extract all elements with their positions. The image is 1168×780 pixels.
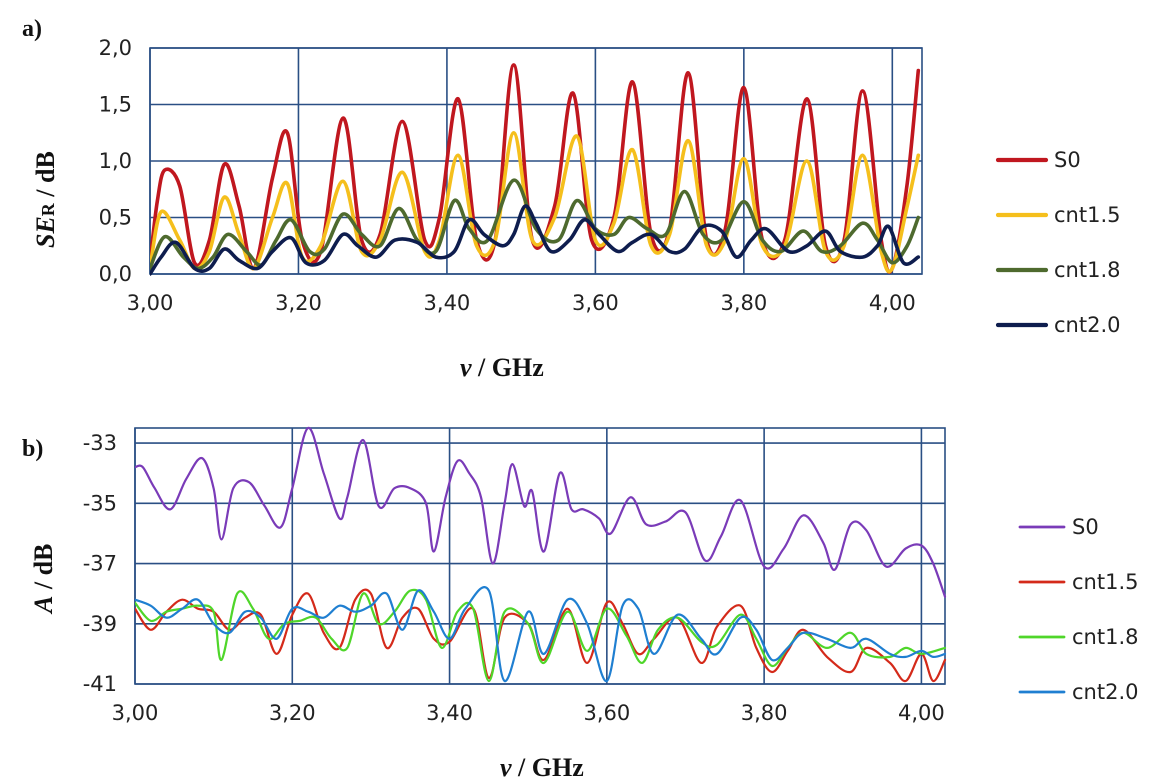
x-tick-label: 4,00: [869, 291, 916, 315]
y-tick-label: -35: [83, 491, 117, 515]
legend-label: S0: [1072, 515, 1099, 539]
series-line-cnt1-8: [135, 588, 947, 683]
panel-b-grid: [134, 427, 946, 685]
y-tick-label: 0,5: [99, 206, 132, 230]
panel-b-y-axis-var: A: [29, 596, 58, 615]
legend-label: cnt1.5: [1054, 203, 1121, 227]
y-tick-label: 2,0: [99, 36, 132, 60]
legend-label: cnt2.0: [1072, 680, 1139, 704]
panel-b-y-axis-title: A / dB: [29, 544, 58, 615]
legend-label: cnt1.8: [1054, 258, 1121, 282]
legend-label: cnt1.5: [1072, 570, 1139, 594]
legend-label: cnt1.8: [1072, 625, 1139, 649]
panel-a-y-axis-sub: R: [38, 202, 58, 216]
x-tick-label: 3,40: [426, 701, 473, 725]
y-tick-label: -39: [83, 612, 117, 636]
y-tick-label: 0,0: [99, 262, 132, 286]
x-tick-label: 4,00: [898, 701, 945, 725]
panel-b-x-axis-unit: / GHz: [512, 753, 584, 780]
y-tick-label: -37: [83, 552, 117, 576]
y-tick-label: -33: [83, 431, 117, 455]
panel-b: b) -41 -39 -37 -35 -33 3,00 3,20 3,40 3,60 3,80 4…: [22, 426, 1139, 780]
panel-a-y-ticks: 0,0 0,5 1,0 1,5 2,0: [99, 36, 132, 286]
panel-a-label: a): [22, 16, 42, 42]
panel-a-x-axis-title: ν / GHz: [460, 353, 544, 382]
panel-a: a) 0,0 0,5 1,0 1,5 2,0 3,00 3,20 3,40 3,60 3,80 4…: [22, 16, 1121, 382]
panel-b-x-ticks: 3,00 3,20 3,40 3,60 3,80 4,00: [112, 701, 945, 725]
panel-a-y-axis-unit: / dB: [31, 151, 60, 203]
panel-b-x-axis-title: ν / GHz: [500, 753, 584, 780]
panel-b-x-axis-var: ν: [500, 753, 512, 780]
series-line-cnt1-5: [150, 131, 921, 274]
x-tick-label: 3,60: [572, 291, 619, 315]
y-tick-label: 1,0: [99, 149, 132, 173]
series-line-cnt1-5: [135, 588, 947, 683]
x-tick-label: 3,60: [583, 701, 630, 725]
x-tick-label: 3,00: [112, 701, 159, 725]
y-tick-label: 1,5: [99, 93, 132, 117]
x-tick-label: 3,00: [127, 291, 174, 315]
panel-b-legend: S0 cnt1.5 cnt1.8 cnt2.0: [1018, 515, 1139, 704]
series-line-cnt2-0: [150, 204, 921, 276]
legend-label: S0: [1054, 148, 1081, 172]
panel-b-series: [135, 426, 947, 683]
panel-b-label: b): [22, 436, 43, 462]
panel-a-y-axis-title: SER / dB: [31, 151, 60, 248]
x-tick-label: 3,20: [269, 701, 316, 725]
x-tick-label: 3,80: [720, 291, 767, 315]
x-tick-label: 3,20: [275, 291, 322, 315]
panel-a-x-axis-unit: / GHz: [472, 353, 544, 382]
series-line-s0: [135, 426, 947, 598]
legend-label: cnt2.0: [1054, 313, 1121, 337]
y-tick-label: -41: [83, 672, 117, 696]
x-tick-label: 3,80: [741, 701, 788, 725]
panel-b-y-axis-unit: / dB: [29, 544, 58, 596]
panel-a-y-axis-var: SE: [31, 216, 60, 248]
series-line-cnt2-0: [135, 586, 947, 683]
panel-a-x-axis-var: ν: [460, 353, 472, 382]
panel-a-legend: S0 cnt1.5 cnt1.8 cnt2.0: [995, 148, 1121, 337]
panel-b-y-ticks: -41 -39 -37 -35 -33: [83, 431, 117, 696]
x-tick-label: 3,40: [424, 291, 471, 315]
panel-a-series: [150, 63, 921, 276]
panel-a-x-ticks: 3,00 3,20 3,40 3,60 3,80 4,00: [127, 291, 916, 315]
